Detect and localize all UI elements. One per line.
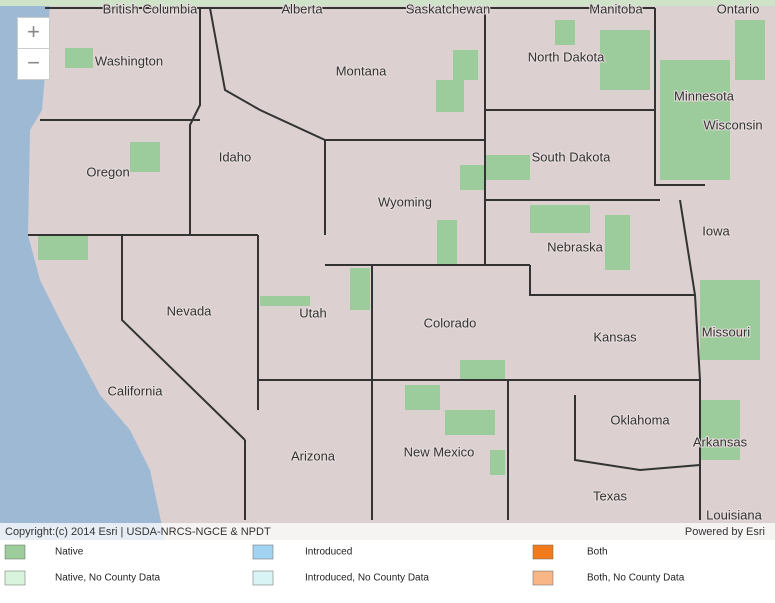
place-label: Louisiana — [706, 507, 762, 522]
place-label: Nevada — [167, 303, 213, 318]
canada — [0, 0, 775, 6]
place-label: New Mexico — [404, 444, 475, 459]
place-label: Nebraska — [547, 239, 603, 254]
place-label: Montana — [336, 63, 387, 78]
legend-swatch — [4, 544, 26, 560]
place-label: Minnesota — [674, 88, 735, 103]
place-label: Kansas — [593, 329, 637, 344]
attribution: Copyright:(c) 2014 Esri | USDA-NRCS-NGCE… — [5, 526, 271, 538]
legend-label: Native, No County Data — [55, 573, 160, 584]
legend-label: Both — [587, 547, 608, 558]
place-label: Colorado — [424, 315, 477, 330]
legend-swatch — [4, 570, 26, 586]
attribution-bar — [0, 523, 775, 540]
legend: Native Introduced Both Native, No County Da… — [4, 544, 685, 586]
place-label: Oklahoma — [610, 412, 670, 427]
state-boundaries — [28, 7, 705, 520]
legend-swatch — [532, 570, 554, 586]
map: British Columbia Alberta Saskatchewan Ma… — [0, 0, 775, 540]
place-label: Wyoming — [378, 194, 432, 209]
place-label: British Columbia — [103, 1, 198, 16]
place-label: Saskatchewan — [406, 1, 491, 16]
place-label: Utah — [299, 305, 326, 320]
legend-label: Introduced, No County Data — [305, 573, 429, 584]
legend-swatch — [532, 544, 554, 560]
legend-label: Introduced — [305, 547, 352, 558]
place-label: Texas — [593, 488, 627, 503]
place-label: Oregon — [86, 164, 129, 179]
place-label: Arizona — [291, 448, 336, 463]
place-label: Manitoba — [589, 1, 643, 16]
place-label: California — [108, 383, 164, 398]
native-counties — [38, 20, 765, 475]
legend-label: Both, No County Data — [587, 573, 685, 584]
legend-label: Native — [55, 547, 84, 558]
place-labels: British Columbia Alberta Saskatchewan Ma… — [85, 0, 763, 523]
place-label: Washington — [95, 53, 163, 68]
place-label: Arkansas — [693, 434, 748, 449]
zoom-in[interactable]: + — [17, 17, 50, 49]
legend-swatch — [252, 570, 274, 586]
place-label: Missouri — [702, 324, 751, 339]
legend-swatch — [252, 544, 274, 560]
place-label: Wisconsin — [703, 117, 762, 132]
place-label: Ontario — [717, 1, 760, 16]
zoom-out[interactable]: − — [17, 48, 50, 80]
place-label: Idaho — [219, 149, 252, 164]
ocean — [0, 0, 165, 540]
place-label: Iowa — [702, 223, 730, 238]
place-label: Alberta — [281, 1, 323, 16]
powered-by[interactable]: Powered by Esri — [685, 526, 765, 538]
place-label: North Dakota — [528, 49, 605, 64]
place-label: South Dakota — [532, 149, 612, 164]
